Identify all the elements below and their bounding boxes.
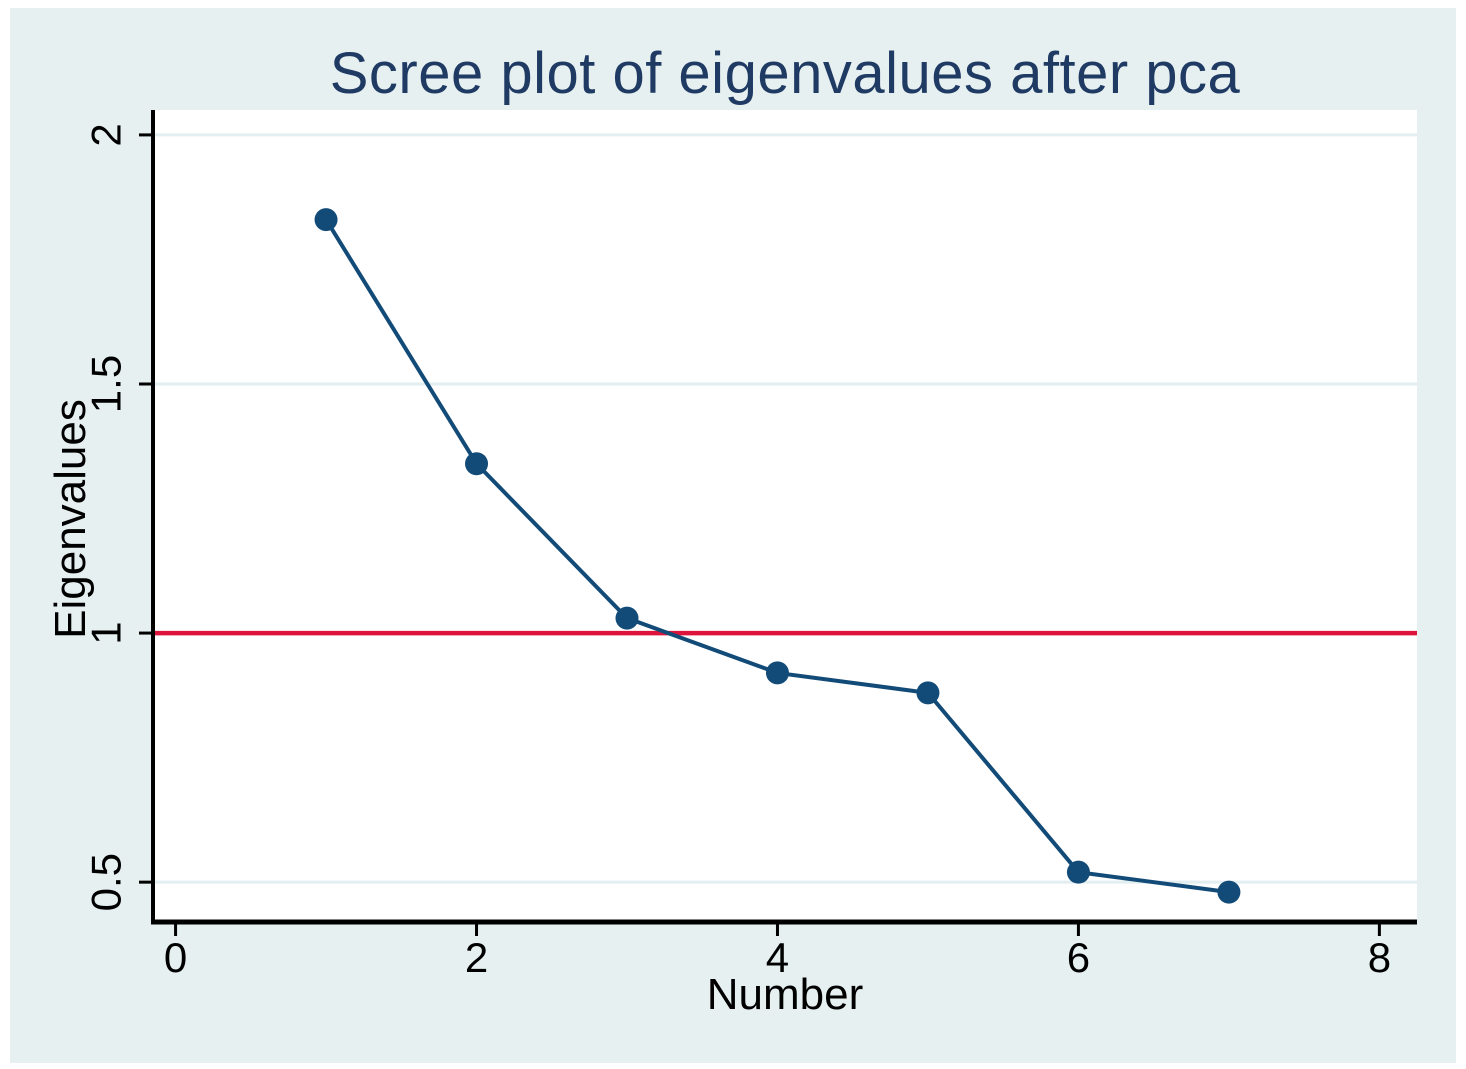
x-tick-label: 8 (1368, 934, 1391, 981)
chart-title: Scree plot of eigenvalues after pca (329, 41, 1241, 106)
x-tick-label: 6 (1067, 934, 1090, 981)
y-tick-label: 1.5 (83, 355, 130, 413)
data-point-marker (916, 681, 940, 705)
x-axis-title: Number (706, 970, 864, 1019)
y-tick-label: 0.5 (83, 853, 130, 911)
data-point-marker (1066, 860, 1090, 884)
x-tick-label: 4 (766, 934, 789, 981)
data-point-marker (465, 452, 489, 476)
x-tick-label: 0 (164, 934, 187, 981)
plot-region (153, 110, 1417, 922)
data-point-marker (615, 606, 639, 630)
y-tick-label: 1 (83, 621, 130, 644)
x-tick-label: 2 (465, 934, 488, 981)
y-axis-title: Eigenvalues (46, 399, 95, 639)
data-point-marker (765, 661, 789, 685)
y-tick-label: 2 (83, 123, 130, 146)
data-point-marker (314, 208, 338, 232)
data-point-marker (1217, 880, 1241, 904)
